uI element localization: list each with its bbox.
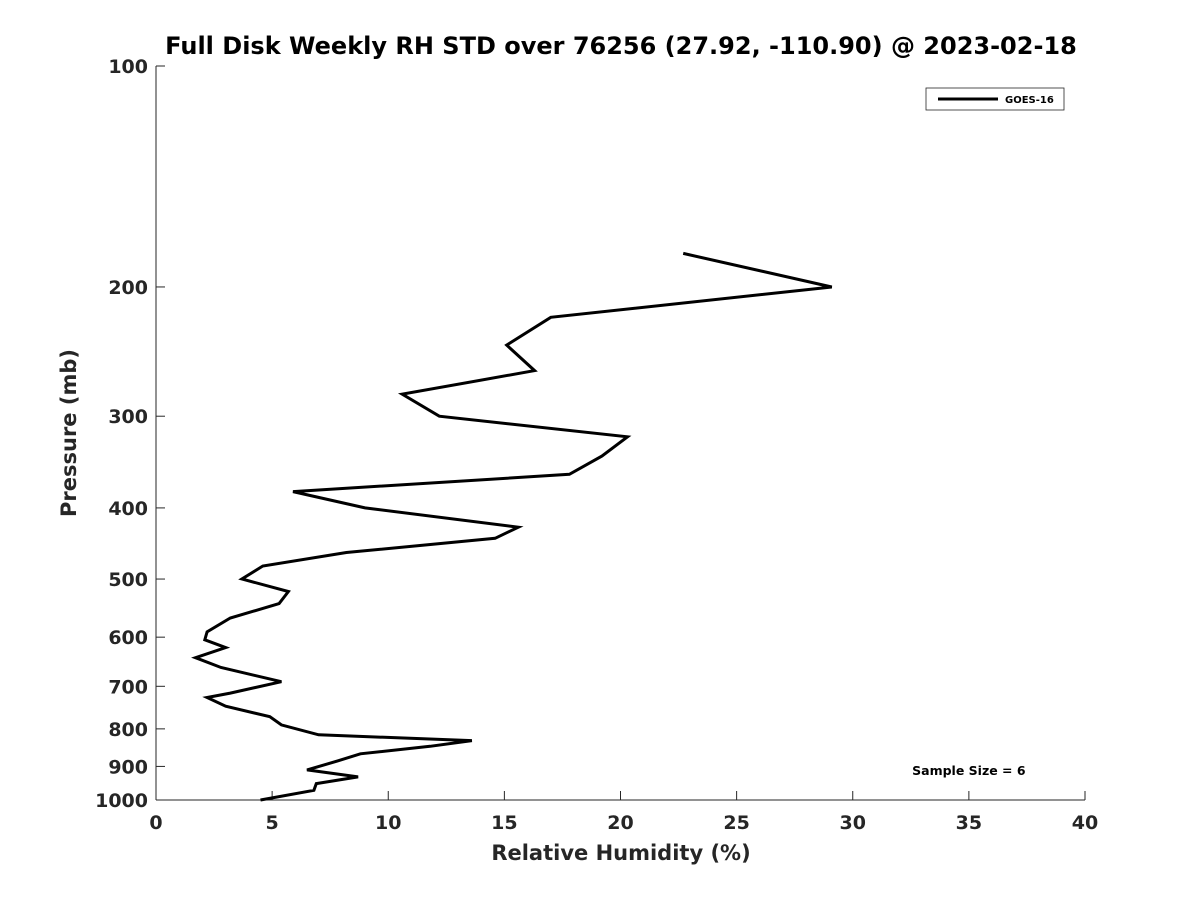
x-tick-label: 10	[375, 812, 401, 834]
chart-title: Full Disk Weekly RH STD over 76256 (27.9…	[165, 32, 1077, 60]
y-tick-label: 700	[108, 676, 148, 698]
x-tick-label: 20	[607, 812, 633, 834]
y-tick-label: 900	[108, 756, 148, 778]
x-tick-label: 25	[723, 812, 749, 834]
series-line-goes-16	[191, 251, 833, 802]
x-tick-label: 0	[149, 812, 162, 834]
y-tick-label: 200	[108, 277, 148, 299]
x-tick-label: 5	[266, 812, 279, 834]
y-tick-label: 1000	[95, 790, 148, 812]
x-tick-label: 35	[956, 812, 982, 834]
y-tick-label: 500	[108, 569, 148, 591]
plot-area: 0 5 10 15 20 25 30 35 40 100 200 300 400 500 600 700 80…	[95, 56, 1098, 834]
y-tick-label: 400	[108, 498, 148, 520]
sample-size-annotation: Sample Size = 6	[912, 763, 1026, 778]
y-tick-label: 800	[108, 719, 148, 741]
series-layer	[191, 251, 833, 802]
x-tick-label: 15	[491, 812, 517, 834]
legend: GOES-16	[925, 87, 1065, 111]
x-tick-label: 40	[1072, 812, 1098, 834]
y-tick-label: 100	[108, 56, 148, 78]
y-ticks: 100 200 300 400 500 600 700 800 900 1000	[95, 56, 165, 812]
y-tick-label: 600	[108, 627, 148, 649]
y-axis-label: Pressure (mb)	[57, 349, 81, 517]
x-ticks: 0 5 10 15 20 25 30 35 40	[149, 791, 1098, 834]
y-tick-label: 300	[108, 406, 148, 428]
legend-label: GOES-16	[1005, 95, 1054, 106]
x-tick-label: 30	[840, 812, 866, 834]
x-axis-label: Relative Humidity (%)	[491, 841, 750, 865]
